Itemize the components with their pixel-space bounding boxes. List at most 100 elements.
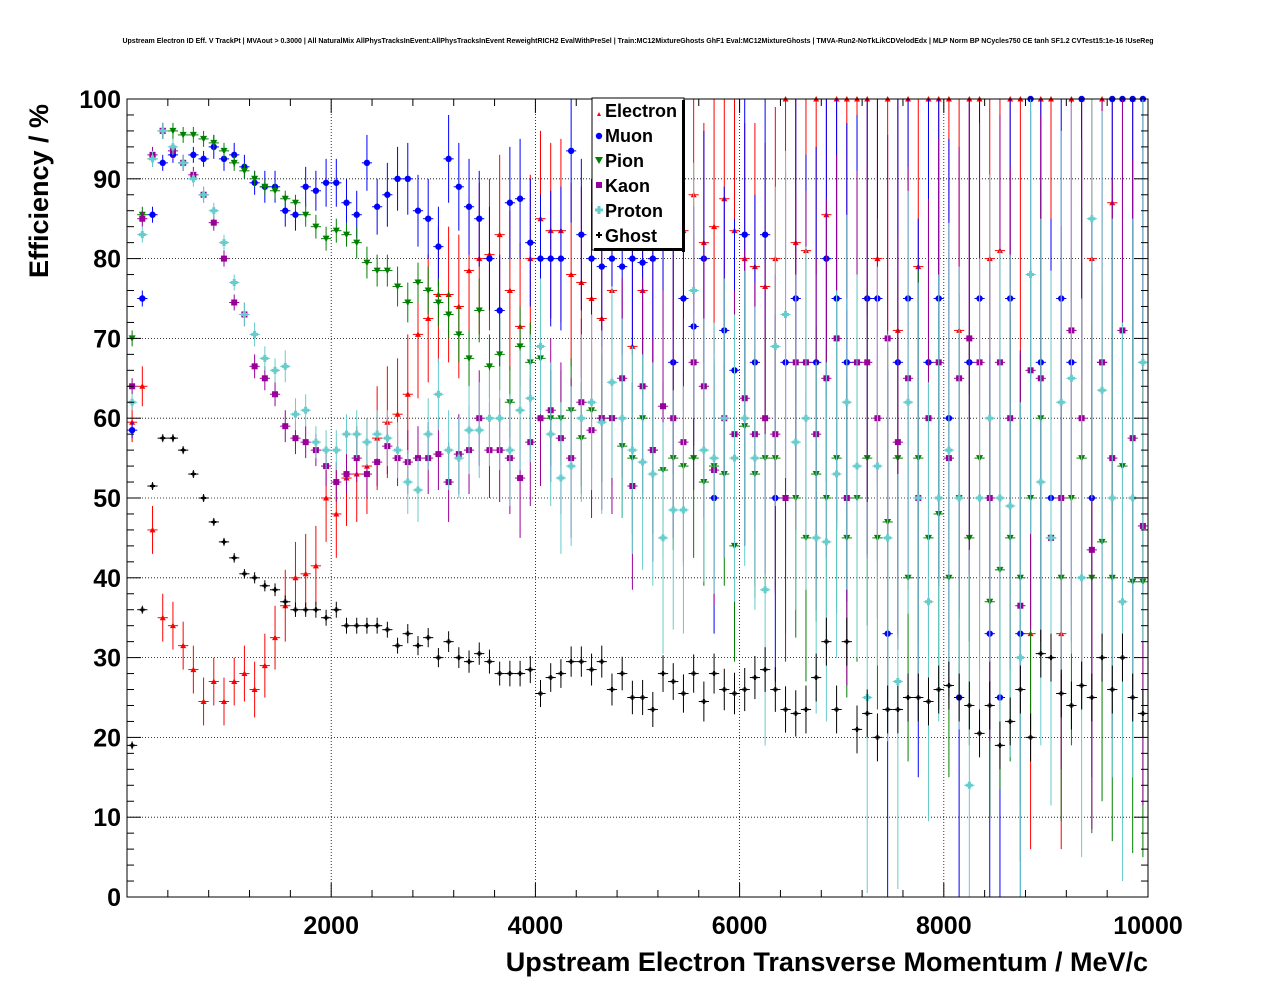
data-point [943,661,955,710]
data-point [1096,633,1108,682]
marker-muon [618,263,626,270]
marker-kaon [333,479,340,486]
data-point [218,250,230,267]
data-point [749,306,761,610]
marker-pion [251,175,259,183]
data-point [657,422,669,654]
data-point [290,398,301,431]
marker-ghost [129,742,135,748]
marker-pion [189,131,197,139]
marker-kaon [302,439,309,446]
marker-proton [679,506,687,514]
data-point [698,318,709,582]
data-point [627,680,638,715]
data-point [310,426,321,459]
marker-ghost [1140,710,1146,716]
data-point [361,134,373,191]
data-point [739,270,750,566]
data-point [576,334,587,502]
data-point [514,138,526,259]
marker-muon [557,255,565,262]
marker-electron [139,383,146,389]
marker-proton [812,534,820,542]
data-point [280,350,291,383]
marker-muon [384,191,391,198]
data-point [974,258,985,738]
data-point [484,370,495,467]
data-point [443,290,454,339]
data-point [851,274,863,658]
marker-electron [129,419,136,425]
marker-proton [485,414,493,422]
data-point [382,254,393,287]
marker-proton [363,438,371,446]
marker-proton [628,446,636,454]
marker-electron [190,666,197,673]
marker-ghost [231,555,237,561]
data-point [372,178,383,235]
marker-proton [547,430,555,438]
marker-proton [1118,598,1126,606]
data-point [1107,665,1118,714]
data-point [320,430,332,471]
data-point [831,290,842,658]
chart-title: Upstream Electron ID Eff. V TrackPt | MV… [122,38,1153,45]
data-point [708,653,720,694]
marker-proton [445,446,453,454]
marker-ghost [864,710,870,716]
data-point [535,278,546,415]
data-point [198,186,209,203]
marker-proton [761,586,769,594]
marker-proton [496,414,504,422]
marker-ghost [354,623,360,629]
data-point [637,354,648,570]
marker-electron [496,231,503,238]
data-point [167,122,179,139]
data-point [300,426,311,459]
marker-proton [986,414,994,422]
data-point [474,642,485,665]
data-point [943,222,955,678]
marker-ghost [793,710,799,716]
data-point [392,266,403,307]
marker-proton [1108,494,1116,502]
marker-proton [894,678,902,686]
marker-ghost [1099,655,1105,661]
data-point [719,278,730,558]
data-point [239,569,250,579]
marker-pion [353,239,361,247]
data-point [157,593,168,642]
marker-ghost [834,706,840,712]
data-point [964,102,975,574]
data-point [1117,633,1128,682]
marker-ghost [486,659,492,665]
data-point [913,282,924,714]
data-point [463,158,475,255]
data-point [1127,673,1138,722]
marker-proton [853,462,861,470]
marker-proton [976,494,984,502]
data-point [443,410,454,491]
data-point [249,661,260,718]
data-point [167,138,179,155]
data-point [188,645,199,694]
marker-proton [965,781,973,789]
data-point [719,668,730,711]
marker-proton [710,454,718,462]
data-point [137,366,148,407]
data-point [555,402,567,554]
data-point [167,434,179,443]
data-point [1025,99,1036,534]
data-point [208,202,219,219]
data-point [1066,681,1077,730]
marker-pion [261,183,269,191]
data-point [433,648,444,668]
data-point [331,601,342,618]
marker-proton [138,231,146,239]
data-point [790,690,801,737]
marker-proton [230,279,238,287]
data-point [361,617,373,634]
marker-pion [281,195,289,203]
marker-ghost [895,706,901,712]
marker-proton [281,362,289,370]
